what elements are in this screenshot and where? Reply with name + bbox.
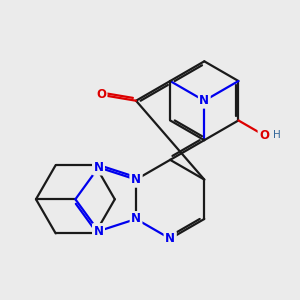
Text: O: O [96,88,106,101]
Text: N: N [94,225,103,238]
Text: N: N [94,161,103,174]
Text: N: N [131,212,141,226]
Text: H: H [273,130,281,140]
Text: N: N [94,161,103,174]
Text: N: N [199,94,209,107]
Text: N: N [94,225,103,238]
Text: N: N [165,232,175,245]
Text: N: N [131,173,141,186]
Text: O: O [259,129,269,142]
Text: N: N [165,232,175,245]
Text: N: N [131,173,141,186]
